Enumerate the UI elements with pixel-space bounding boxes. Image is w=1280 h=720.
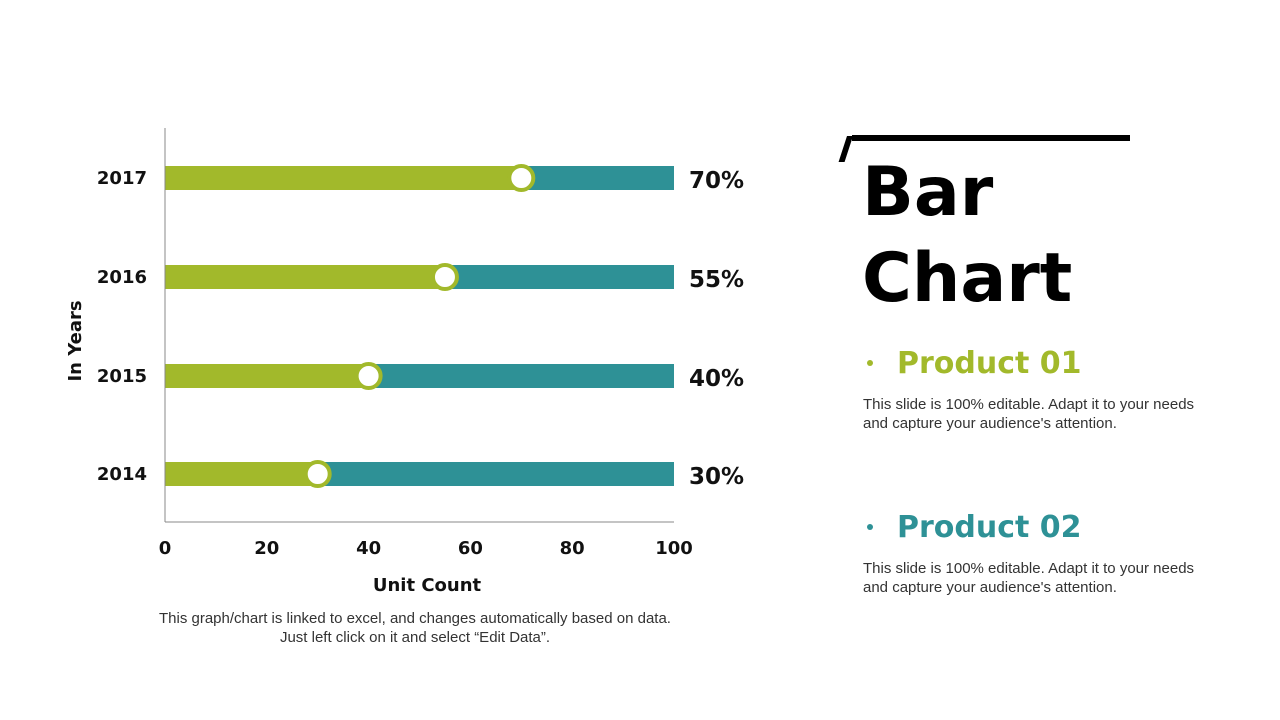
bar-chart: 70%55%40%30% 0 20 40 60 80 100 20172016201520…	[65, 128, 744, 596]
product-01-desc-line-1: This slide is 100% editable. Adapt it to…	[863, 396, 1195, 413]
data-label: 40%	[689, 366, 744, 392]
product-01-name: Product 01	[897, 345, 1082, 381]
product-02-desc-line-1: This slide is 100% editable. Adapt it to…	[863, 560, 1195, 577]
y-category-labels: 2017 2016 2015 2014	[97, 168, 147, 485]
footnote-line-2: Just left click on it and select “Edit D…	[279, 629, 551, 646]
chart-footnote: This graph/chart is linked to excel, and…	[110, 609, 720, 647]
product-01-heading: Product 01	[863, 341, 1243, 385]
bar-fill	[165, 462, 318, 486]
y-axis-title: In Years	[65, 300, 86, 381]
title-line-2: Chart	[862, 239, 1073, 318]
bar-marker	[430, 263, 459, 291]
bar-fill	[165, 265, 445, 289]
data-label: 30%	[689, 464, 744, 490]
product-02-name: Product 02	[897, 509, 1082, 545]
bars-layer: 70% 55% 40% 30%	[165, 164, 744, 490]
x-tick-label: 80	[560, 538, 585, 559]
x-tick-labels: 0 20 40 60 80 100	[159, 538, 693, 559]
product-02: Product 02 This slide is 100% editable. …	[863, 505, 1243, 597]
y-category-label: 2014	[97, 464, 147, 485]
y-category-label: 2016	[97, 267, 147, 288]
product-01: Product 01 This slide is 100% editable. …	[863, 341, 1243, 433]
x-tick-label: 40	[356, 538, 381, 559]
title-rule	[852, 135, 1130, 141]
y-category-label: 2015	[97, 366, 147, 387]
title-line-1: Bar	[862, 153, 994, 232]
product-01-description: This slide is 100% editable. Adapt it to…	[863, 395, 1243, 433]
bar-marker	[354, 362, 383, 390]
bar-fill	[165, 166, 522, 190]
page-title: Bar Chart	[862, 150, 1262, 322]
bar-marker	[303, 460, 332, 488]
bullet-icon	[867, 524, 873, 530]
product-02-description: This slide is 100% editable. Adapt it to…	[863, 559, 1243, 597]
x-tick-label: 60	[458, 538, 483, 559]
x-tick-label: 100	[655, 538, 693, 559]
bar-track	[317, 462, 674, 486]
x-axis-title: Unit Count	[373, 575, 482, 596]
bar-fill	[165, 364, 369, 388]
x-tick-label: 20	[254, 538, 279, 559]
title-rule-tick	[838, 136, 853, 162]
product-02-desc-line-2: and capture your audience's attention.	[863, 579, 1117, 596]
data-label: 70%	[689, 168, 744, 194]
bar-track	[368, 364, 674, 388]
product-02-heading: Product 02	[863, 505, 1243, 549]
data-label: 55%	[689, 267, 744, 293]
bullet-icon	[867, 360, 873, 366]
x-tick-label: 0	[159, 538, 172, 559]
bar-track	[521, 166, 674, 190]
product-01-desc-line-2: and capture your audience's attention.	[863, 415, 1117, 432]
y-category-label: 2017	[97, 168, 147, 189]
bar-marker	[507, 164, 536, 192]
footnote-line-1: This graph/chart is linked to excel, and…	[159, 610, 671, 627]
bar-track	[444, 265, 674, 289]
